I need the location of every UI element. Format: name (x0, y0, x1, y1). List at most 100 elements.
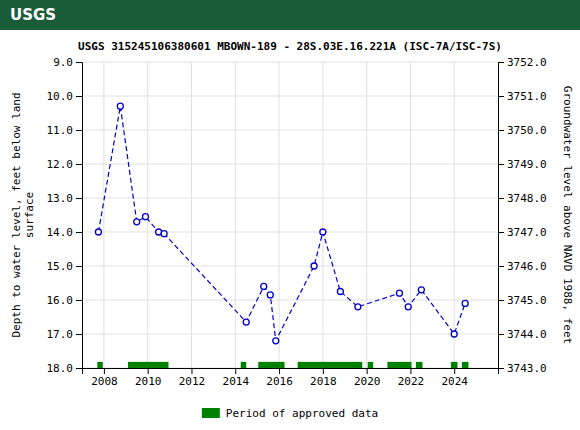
y-tick-mark (76, 96, 82, 97)
point (311, 263, 317, 269)
legend-label: Period of approved data (226, 407, 378, 420)
x-tick-mark (323, 368, 324, 374)
y2-tick-mark (498, 266, 504, 267)
x-tick-mark (279, 368, 280, 374)
y-tick: 18.0 (47, 362, 83, 375)
point (337, 289, 343, 295)
y-tick-mark (76, 368, 82, 369)
grid (82, 62, 498, 368)
point (405, 304, 411, 310)
header-bar (0, 0, 580, 30)
point (117, 103, 123, 109)
y-tick: 10.0 (47, 90, 83, 103)
y2-tick-label: 3743.0 (507, 362, 547, 375)
y-tick-label: 13.0 (47, 192, 74, 205)
y2-tick-label: 3751.0 (507, 90, 547, 103)
x-tick-label: 2014 (223, 375, 250, 388)
y2-tick-mark (498, 130, 504, 131)
y-grid-line (82, 164, 498, 165)
series-line (98, 106, 465, 341)
y-tick-label: 16.0 (47, 294, 74, 307)
point (161, 231, 167, 237)
y2-tick: 3752.0 (498, 56, 547, 69)
y2-tick-label: 3752.0 (507, 56, 547, 69)
y-tick: 11.0 (47, 124, 83, 137)
x-grid-line (279, 62, 280, 368)
y2-tick-mark (498, 198, 504, 199)
point (451, 331, 457, 337)
y-tick: 17.0 (47, 328, 83, 341)
y-tick: 14.0 (47, 226, 83, 239)
y-tick-label: 17.0 (47, 328, 74, 341)
y2-tick: 3749.0 (498, 158, 547, 171)
x-axis-line (83, 369, 499, 375)
x-tick-label: 2016 (266, 375, 293, 388)
y-tick-label: 10.0 (47, 90, 74, 103)
y-tick: 15.0 (47, 260, 83, 273)
marks (95, 103, 468, 368)
approved-period (462, 362, 469, 368)
x-grid-line (454, 62, 455, 368)
y-tick-label: 15.0 (47, 260, 74, 273)
y-grid-line (82, 334, 498, 335)
y-axis-line (76, 63, 83, 369)
y-grid-line (82, 96, 498, 97)
x-grid-line (322, 62, 323, 368)
legend-item: Period of approved data (202, 407, 378, 420)
x-tick: 2022 (398, 368, 425, 388)
y-tick: 12.0 (47, 158, 83, 171)
x-tick-label: 2012 (179, 375, 206, 388)
approved-period (97, 362, 102, 368)
title: USGS 315245106380601 MBOWN-189 - 28S.03E… (78, 40, 502, 53)
point (142, 214, 148, 220)
approved-period (387, 362, 411, 368)
y-tick-mark (76, 266, 82, 267)
x-grid-line (410, 62, 411, 368)
y-tick-mark (76, 164, 82, 165)
point (95, 229, 101, 235)
approved-period (128, 362, 169, 368)
approved-period (241, 362, 246, 368)
y2-tick-label: 3750.0 (507, 124, 547, 137)
y-tick-label: 9.0 (53, 56, 73, 69)
y-axis-title: Depth to water level, feet below landsur… (10, 92, 36, 337)
y2-tick-label: 3747.0 (507, 226, 547, 239)
x-tick-mark (191, 368, 192, 374)
chart: USGSUSGS 315245106380601 MBOWN-189 - 28S… (0, 0, 580, 430)
x-tick: 2020 (354, 368, 381, 388)
point (273, 338, 279, 344)
point (396, 290, 402, 296)
y2-tick: 3750.0 (498, 124, 547, 137)
y2-tick-mark (498, 164, 504, 165)
y-tick-mark (76, 300, 82, 301)
point (261, 283, 267, 289)
y2-tick: 3746.0 (498, 260, 547, 273)
y-tick-mark (76, 334, 82, 335)
y2-tick-mark (498, 368, 504, 369)
x-grid-line (191, 62, 192, 368)
point (320, 229, 326, 235)
y-tick-label: 18.0 (47, 362, 74, 375)
y-grid-line (82, 198, 498, 199)
point (462, 300, 468, 306)
y-tick-label: 12.0 (47, 158, 74, 171)
x-axis: 200820102012201420162018202020222024 (83, 368, 499, 388)
y-tick-mark (76, 198, 82, 199)
approved-period (298, 362, 363, 368)
x-grid-line (235, 62, 236, 368)
y2-tick-mark (498, 96, 504, 97)
y2-axis-title: Groundwater level above NAVD 1988, feet (561, 86, 574, 344)
y-grid-line (82, 266, 498, 267)
approved-period (258, 362, 284, 368)
x-tick-label: 2010 (135, 375, 162, 388)
x-tick: 2010 (135, 368, 162, 388)
y2-tick-mark (498, 62, 504, 63)
x-tick-mark (148, 368, 149, 374)
y2-axis-line (499, 63, 505, 369)
x-tick-label: 2008 (91, 375, 118, 388)
y2-tick: 3745.0 (498, 294, 547, 307)
y-grid-line (82, 130, 498, 131)
x-tick-mark (454, 368, 455, 374)
approved-period (368, 362, 373, 368)
y2-tick: 3743.0 (498, 362, 547, 375)
